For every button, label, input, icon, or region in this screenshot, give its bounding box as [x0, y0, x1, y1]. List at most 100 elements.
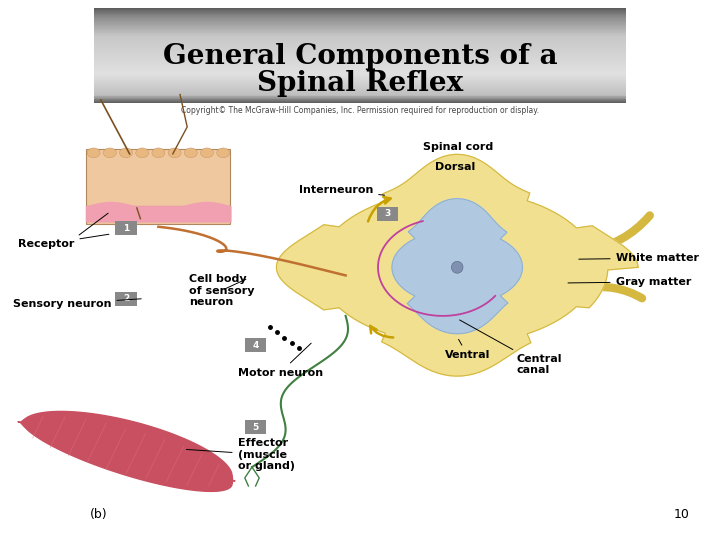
Bar [94, 29, 626, 30]
Bar [94, 22, 626, 23]
Bar [94, 12, 626, 13]
Bar [94, 79, 626, 80]
Text: 4: 4 [253, 341, 258, 349]
Bar [94, 14, 626, 15]
Text: Central
canal: Central canal [459, 320, 562, 375]
Bar [94, 90, 626, 91]
Bar [94, 82, 626, 83]
Bar [94, 19, 626, 20]
Bar [94, 55, 626, 56]
FancyBboxPatch shape [86, 148, 230, 224]
Text: 2: 2 [123, 294, 129, 303]
Polygon shape [392, 199, 523, 334]
Text: 10: 10 [673, 508, 689, 522]
Text: 5: 5 [253, 423, 258, 431]
Bar [94, 71, 626, 72]
Ellipse shape [152, 148, 165, 158]
Bar [94, 18, 626, 19]
Bar [94, 33, 626, 34]
Bar [94, 87, 626, 89]
FancyBboxPatch shape [245, 338, 266, 352]
Bar [94, 101, 626, 102]
Bar [94, 83, 626, 84]
Bar [94, 64, 626, 65]
Bar [94, 20, 626, 21]
Ellipse shape [451, 261, 463, 273]
Bar [94, 77, 626, 78]
Bar [94, 51, 626, 52]
Bar [94, 25, 626, 26]
Bar [94, 50, 626, 51]
Text: Sensory neuron: Sensory neuron [13, 299, 141, 309]
Bar [94, 92, 626, 93]
Bar [94, 38, 626, 39]
Bar [94, 56, 626, 57]
Bar [94, 102, 626, 103]
Text: Dorsal: Dorsal [435, 163, 475, 172]
Text: General Components of a: General Components of a [163, 43, 557, 70]
Bar [94, 58, 626, 59]
Bar [94, 76, 626, 77]
Bar [94, 35, 626, 36]
Text: (b): (b) [90, 508, 107, 522]
Bar [94, 69, 626, 70]
Bar [94, 96, 626, 97]
Ellipse shape [168, 148, 181, 158]
Bar [94, 66, 626, 67]
Bar [94, 91, 626, 92]
Text: White matter: White matter [579, 253, 698, 263]
Bar [94, 75, 626, 76]
Text: Cell body
of sensory
neuron: Cell body of sensory neuron [189, 274, 254, 307]
Bar [94, 32, 626, 33]
Text: Interneuron: Interneuron [299, 185, 384, 195]
Text: Spinal cord: Spinal cord [423, 142, 494, 152]
Bar [94, 84, 626, 85]
Bar [94, 62, 626, 63]
Text: Ventral: Ventral [445, 339, 490, 360]
Ellipse shape [120, 148, 132, 158]
Text: 3: 3 [384, 210, 390, 218]
Bar [94, 68, 626, 69]
Bar [94, 46, 626, 48]
Bar [94, 16, 626, 17]
Ellipse shape [104, 148, 117, 158]
Ellipse shape [200, 148, 213, 158]
Bar [94, 28, 626, 29]
Ellipse shape [217, 148, 230, 158]
Bar [94, 53, 626, 54]
Bar [94, 34, 626, 35]
Bar [94, 45, 626, 46]
Bar [94, 24, 626, 25]
Text: 1: 1 [123, 224, 129, 233]
Bar [94, 57, 626, 58]
Polygon shape [276, 154, 638, 376]
Text: Gray matter: Gray matter [568, 277, 691, 287]
Bar [94, 70, 626, 71]
Bar [94, 26, 626, 27]
Bar [94, 39, 626, 40]
FancyBboxPatch shape [245, 420, 266, 434]
Bar [94, 40, 626, 41]
Text: Receptor: Receptor [18, 234, 109, 249]
Bar [94, 74, 626, 75]
Bar [94, 60, 626, 61]
Bar [94, 15, 626, 16]
Bar [94, 85, 626, 86]
Bar [94, 36, 626, 37]
Bar [94, 54, 626, 55]
Bar [94, 98, 626, 99]
Bar [94, 72, 626, 73]
FancyBboxPatch shape [115, 292, 137, 306]
Bar [94, 43, 626, 44]
Bar [94, 93, 626, 94]
Bar [94, 100, 626, 101]
Bar [94, 49, 626, 50]
Text: Effector
(muscle
or gland): Effector (muscle or gland) [186, 438, 294, 471]
Bar [94, 44, 626, 45]
Bar [94, 52, 626, 53]
Text: Copyright© The McGraw-Hill Companies, Inc. Permission required for reproduction : Copyright© The McGraw-Hill Companies, In… [181, 106, 539, 115]
Bar [94, 11, 626, 12]
Bar [94, 61, 626, 62]
Bar [94, 8, 626, 9]
Bar [94, 37, 626, 38]
